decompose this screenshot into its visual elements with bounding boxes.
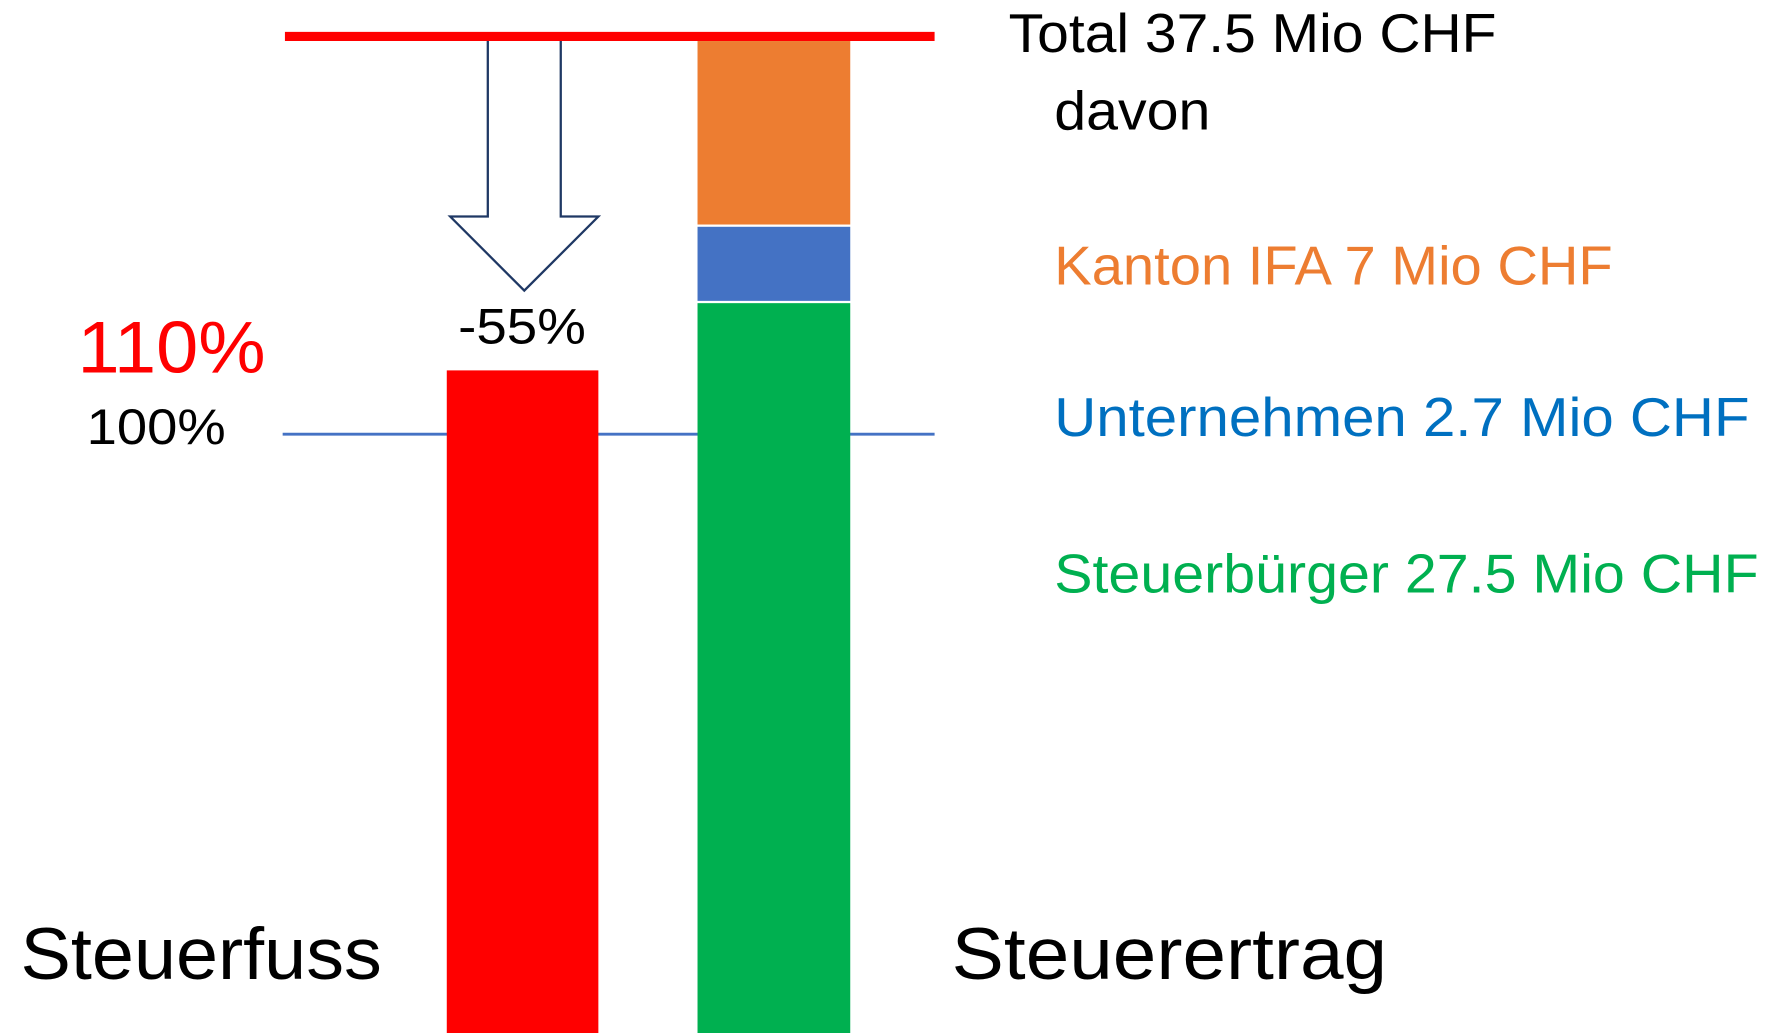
current-label: 110%: [78, 308, 266, 389]
total-label: Total 37.5 Mio CHF: [1009, 2, 1497, 64]
unternehmen-segment: [697, 226, 851, 301]
davon-label: davon: [1054, 80, 1210, 142]
steuerfuss-bar: [446, 370, 599, 1033]
kanton-label: Kanton IFA 7 Mio CHF: [1054, 235, 1612, 297]
change-label: -55%: [458, 299, 586, 355]
arrow: [447, 41, 602, 293]
kanton-segment: [697, 41, 851, 225]
right-column-label: Steuerertrag: [952, 914, 1387, 995]
steuerbuerger-label: Steuerbürger 27.5 Mio CHF: [1054, 542, 1758, 604]
left-column-label: Steuerfuss: [21, 914, 382, 995]
baseline-label: 100%: [87, 399, 226, 455]
steuerbuerger-segment: [697, 303, 851, 1033]
unternehmen-label: Unternehmen 2.7 Mio CHF: [1054, 386, 1749, 448]
